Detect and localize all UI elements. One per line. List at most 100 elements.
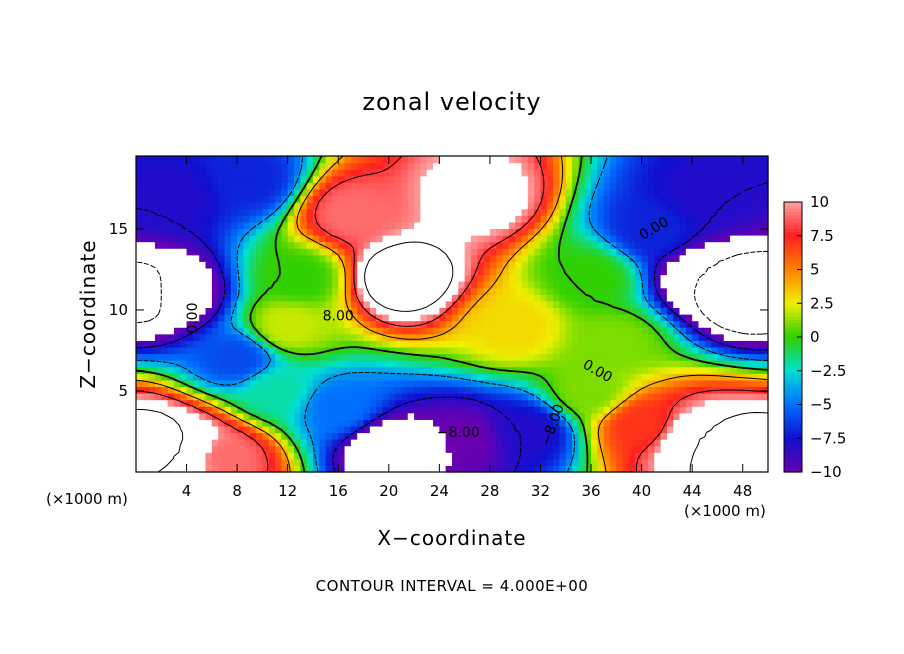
heatmap-cell	[148, 235, 156, 243]
heatmap-cell	[173, 432, 181, 440]
heatmap-cell	[167, 202, 175, 210]
heatmap-cell	[711, 182, 719, 190]
heatmap-cell	[477, 320, 485, 328]
heatmap-cell	[628, 182, 636, 190]
heatmap-cell	[312, 360, 320, 368]
heatmap-cell	[736, 360, 744, 368]
heatmap-cell	[199, 333, 207, 341]
heatmap-cell	[578, 439, 586, 447]
heatmap-cell	[294, 439, 301, 447]
heatmap-cell	[306, 162, 314, 170]
heatmap-cell	[230, 261, 238, 269]
heatmap-cell	[401, 281, 409, 289]
heatmap-cell	[388, 386, 396, 394]
heatmap-cell	[224, 195, 232, 203]
heatmap-cell	[470, 267, 478, 276]
heatmap-cell	[673, 452, 681, 460]
heatmap-cell	[464, 307, 472, 315]
x-tick-label: 4	[182, 482, 192, 500]
heatmap-cell	[186, 366, 194, 374]
heatmap-cell	[483, 182, 491, 190]
heatmap-cell	[483, 215, 491, 223]
heatmap-cell	[698, 373, 706, 381]
heatmap-cell	[262, 419, 270, 427]
heatmap-cell	[199, 267, 207, 276]
heatmap-cell	[426, 314, 434, 322]
heatmap-cell	[489, 202, 497, 210]
heatmap-cell	[692, 261, 700, 269]
heatmap-cell	[666, 254, 674, 262]
heatmap-cell	[736, 274, 744, 282]
heatmap-cell	[439, 241, 447, 249]
heatmap-cell	[553, 294, 561, 302]
colorbar-tick-label: −2.5	[810, 362, 846, 380]
heatmap-cell	[395, 458, 403, 467]
heatmap-cell	[502, 182, 510, 190]
heatmap-cell	[401, 294, 409, 302]
x-tick-label: 12	[278, 482, 297, 500]
heatmap-cell	[306, 228, 314, 236]
heatmap-cell	[527, 169, 535, 177]
heatmap-cell	[287, 267, 295, 276]
heatmap-cell	[199, 169, 207, 177]
heatmap-cell	[294, 320, 301, 328]
heatmap-cell	[211, 248, 219, 256]
heatmap-cell	[230, 228, 238, 236]
heatmap-cell	[414, 360, 421, 368]
heatmap-cell	[679, 202, 687, 210]
heatmap-cell	[445, 452, 453, 460]
heatmap-cell	[325, 307, 333, 315]
heatmap-cell	[527, 386, 535, 394]
heatmap-cell	[521, 346, 529, 355]
heatmap-cell	[761, 412, 769, 420]
heatmap-cell	[508, 248, 516, 256]
heatmap-cell	[287, 445, 295, 453]
heatmap-cell	[628, 465, 636, 473]
heatmap-cell	[666, 327, 674, 335]
heatmap-cell	[388, 169, 396, 177]
heatmap-cell	[262, 221, 270, 230]
heatmap-cell	[395, 195, 403, 203]
heatmap-cell	[161, 353, 169, 361]
heatmap-cell	[641, 353, 649, 361]
heatmap-cell	[470, 320, 478, 328]
heatmap-cell	[704, 294, 712, 302]
heatmap-cell	[325, 294, 333, 302]
heatmap-cell	[243, 399, 251, 407]
heatmap-cell	[515, 188, 523, 197]
colorbar: 107.552.50−2.5−5−7.5−10	[783, 193, 846, 481]
heatmap-cell	[136, 208, 143, 216]
heatmap-cell	[350, 432, 358, 440]
heatmap-cell	[717, 445, 725, 453]
heatmap-cell	[376, 425, 384, 434]
heatmap-cell	[388, 228, 396, 236]
heatmap-cell	[268, 379, 276, 388]
heatmap-cell	[483, 406, 491, 414]
heatmap-cell	[230, 346, 238, 355]
heatmap-cell	[508, 314, 516, 322]
heatmap-cell	[540, 228, 548, 236]
heatmap-cell	[622, 452, 630, 460]
heatmap-cell	[521, 393, 529, 401]
heatmap-cell	[338, 340, 346, 348]
heatmap-cell	[704, 261, 712, 269]
heatmap-cell	[249, 267, 257, 276]
heatmap-cell	[237, 353, 245, 361]
heatmap-cell	[603, 452, 611, 460]
heatmap-cell	[761, 353, 769, 361]
heatmap-cell	[610, 254, 617, 262]
colorbar-swatch	[784, 458, 802, 463]
heatmap-cell	[357, 188, 365, 197]
heatmap-cell	[136, 175, 143, 183]
heatmap-cell	[433, 373, 440, 381]
heatmap-cell	[154, 340, 162, 348]
heatmap-cell	[647, 221, 655, 230]
heatmap-cell	[243, 393, 251, 401]
heatmap-cell	[572, 267, 579, 276]
heatmap-cell	[167, 281, 175, 289]
heatmap-cell	[275, 412, 282, 420]
heatmap-cell	[224, 221, 232, 230]
heatmap-cell	[641, 182, 649, 190]
heatmap-cell	[256, 188, 263, 197]
heatmap-cell	[433, 248, 440, 256]
